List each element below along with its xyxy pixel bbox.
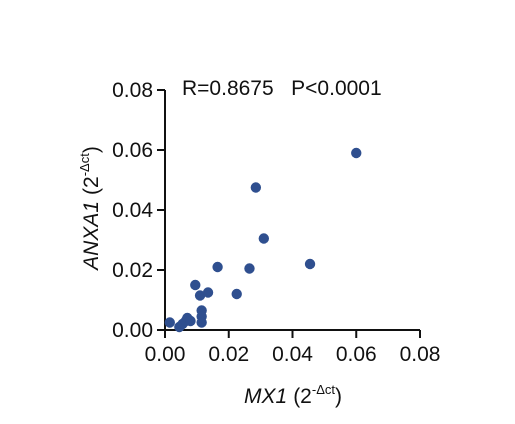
data-point <box>190 279 201 291</box>
data-point <box>185 315 196 327</box>
data-point <box>304 258 316 270</box>
y-tick-label: 0.06 <box>112 139 153 162</box>
y-axis-unit-sup: -Δct <box>77 153 92 177</box>
y-ticks: 0.00 0.02 0.04 0.06 0.08 <box>112 79 165 342</box>
data-point <box>244 263 255 274</box>
data-point <box>258 233 270 244</box>
y-axis-unit-close: ) <box>80 146 103 153</box>
data-point <box>194 290 206 301</box>
y-tick-label: 0.02 <box>112 259 153 282</box>
x-tick-label: 0.06 <box>336 343 377 366</box>
data-point <box>202 287 214 298</box>
x-tick-label: 0.08 <box>400 343 441 366</box>
y-tick-label: 0.08 <box>112 79 153 102</box>
data-point <box>250 182 262 193</box>
y-tick-label: 0.04 <box>112 199 153 222</box>
y-tick-label: 0.00 <box>112 319 153 342</box>
x-axis-unit-sup: -Δct <box>312 382 336 397</box>
x-axis-label: MX1 (2-Δct) <box>244 382 342 408</box>
x-ticks: 0.00 0.02 0.04 0.06 0.08 <box>145 330 441 366</box>
y-axis-label: ANXA1 (2-Δct) <box>77 146 103 272</box>
y-axis-unit-open: (2 <box>80 176 103 195</box>
correlation-annotation: R=0.8675 P<0.0001 <box>182 77 382 100</box>
data-point <box>351 147 362 159</box>
x-tick-label: 0.02 <box>208 343 249 366</box>
data-points <box>164 147 362 333</box>
y-axis-gene: ANXA1 <box>80 201 103 272</box>
data-point <box>212 261 223 273</box>
data-point <box>196 317 207 328</box>
x-axis-gene: MX1 <box>244 385 287 408</box>
x-tick-label: 0.04 <box>272 343 313 366</box>
x-tick-label: 0.00 <box>145 343 186 366</box>
data-point <box>164 317 175 328</box>
data-point <box>231 288 242 300</box>
x-axis-unit-close: ) <box>335 385 342 408</box>
x-axis-unit-open: (2 <box>293 385 312 408</box>
